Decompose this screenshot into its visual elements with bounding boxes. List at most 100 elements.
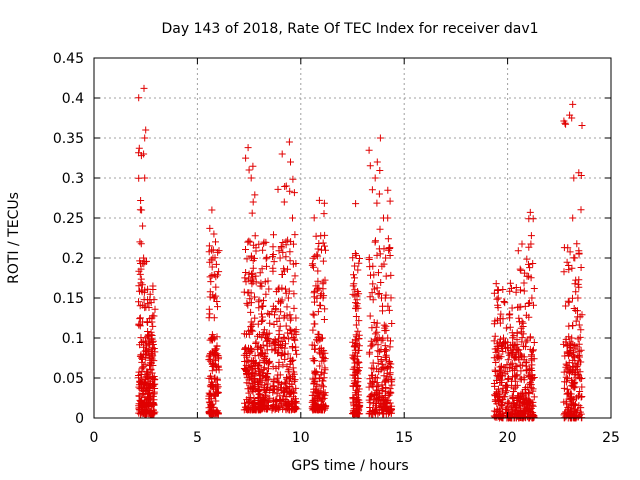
data-point [264,309,272,317]
data-point [508,304,516,312]
data-point [560,340,568,348]
data-point [144,348,152,356]
data-point [317,302,324,310]
data-point [244,403,252,411]
data-point [290,304,298,312]
data-point [355,358,362,366]
data-point [379,302,386,310]
data-point [373,284,381,292]
data-point [527,274,535,282]
data-point [135,94,143,102]
data-point [491,413,499,421]
data-point [527,232,535,240]
data-point [205,305,213,313]
chart-title: Day 143 of 2018, Rate Of TEC Index for r… [161,21,538,37]
data-point [310,311,318,319]
data-point [272,306,280,314]
data-point [312,282,320,290]
data-point [516,318,523,326]
data-point [354,347,362,354]
data-point [255,304,263,312]
data-point [286,311,294,319]
data-point [283,303,291,311]
data-point [241,345,249,353]
data-point [269,251,277,258]
data-point [571,280,579,288]
data-point [273,390,281,398]
data-point [564,297,572,305]
data-point [517,286,524,294]
data-point [260,240,268,248]
data-point [526,299,533,307]
data-point [564,244,572,252]
data-point [257,350,265,358]
data-point [245,237,253,245]
data-point [505,375,512,382]
data-point [259,316,267,324]
data-point [289,260,297,268]
data-point [387,360,395,368]
data-point [381,394,389,402]
data-point [135,392,143,400]
data-point [309,355,317,363]
data-point [374,359,382,367]
data-point [503,343,511,351]
data-point [497,310,505,318]
data-point [372,397,380,405]
data-point [142,126,150,134]
x-tick-label: 15 [395,430,413,446]
data-point [384,235,392,243]
data-point [138,374,146,382]
data-point [241,358,249,365]
data-point [577,206,585,214]
data-point [369,280,377,288]
data-point [288,380,296,388]
data-point [523,255,531,263]
data-point [208,375,216,383]
data-point [261,387,269,395]
data-point [376,250,384,258]
data-point [496,315,504,323]
data-point [510,400,518,408]
data-point [277,299,284,307]
data-point [521,302,529,310]
data-point [150,410,158,418]
data-point [512,284,520,291]
data-point [258,302,266,310]
data-point [280,265,288,273]
data-point [506,323,514,331]
data-point [135,174,143,182]
data-point [571,359,579,367]
data-point [283,312,291,320]
data-point [320,354,327,362]
data-point [317,232,325,240]
data-point [366,348,374,356]
data-point [371,174,379,182]
data-point [258,265,266,273]
data-point [286,257,294,265]
data-point [145,304,153,311]
data-point [491,332,499,340]
data-point [571,342,579,349]
data-point [519,323,527,330]
data-point [135,144,143,152]
data-point [526,208,534,216]
data-point [206,258,214,266]
data-point [509,394,517,402]
data-point [254,342,262,350]
data-point [207,335,215,343]
data-point [567,347,575,354]
data-point [499,286,507,293]
data-point [314,277,322,285]
data-point [355,259,363,267]
data-point [257,279,265,287]
data-point [248,280,256,288]
data-point [145,394,153,402]
data-point [150,373,158,380]
data-point [258,372,266,380]
data-point [492,280,500,288]
data-point [146,356,154,364]
data-point [526,380,533,388]
data-point [282,405,290,413]
data-point [382,291,390,299]
